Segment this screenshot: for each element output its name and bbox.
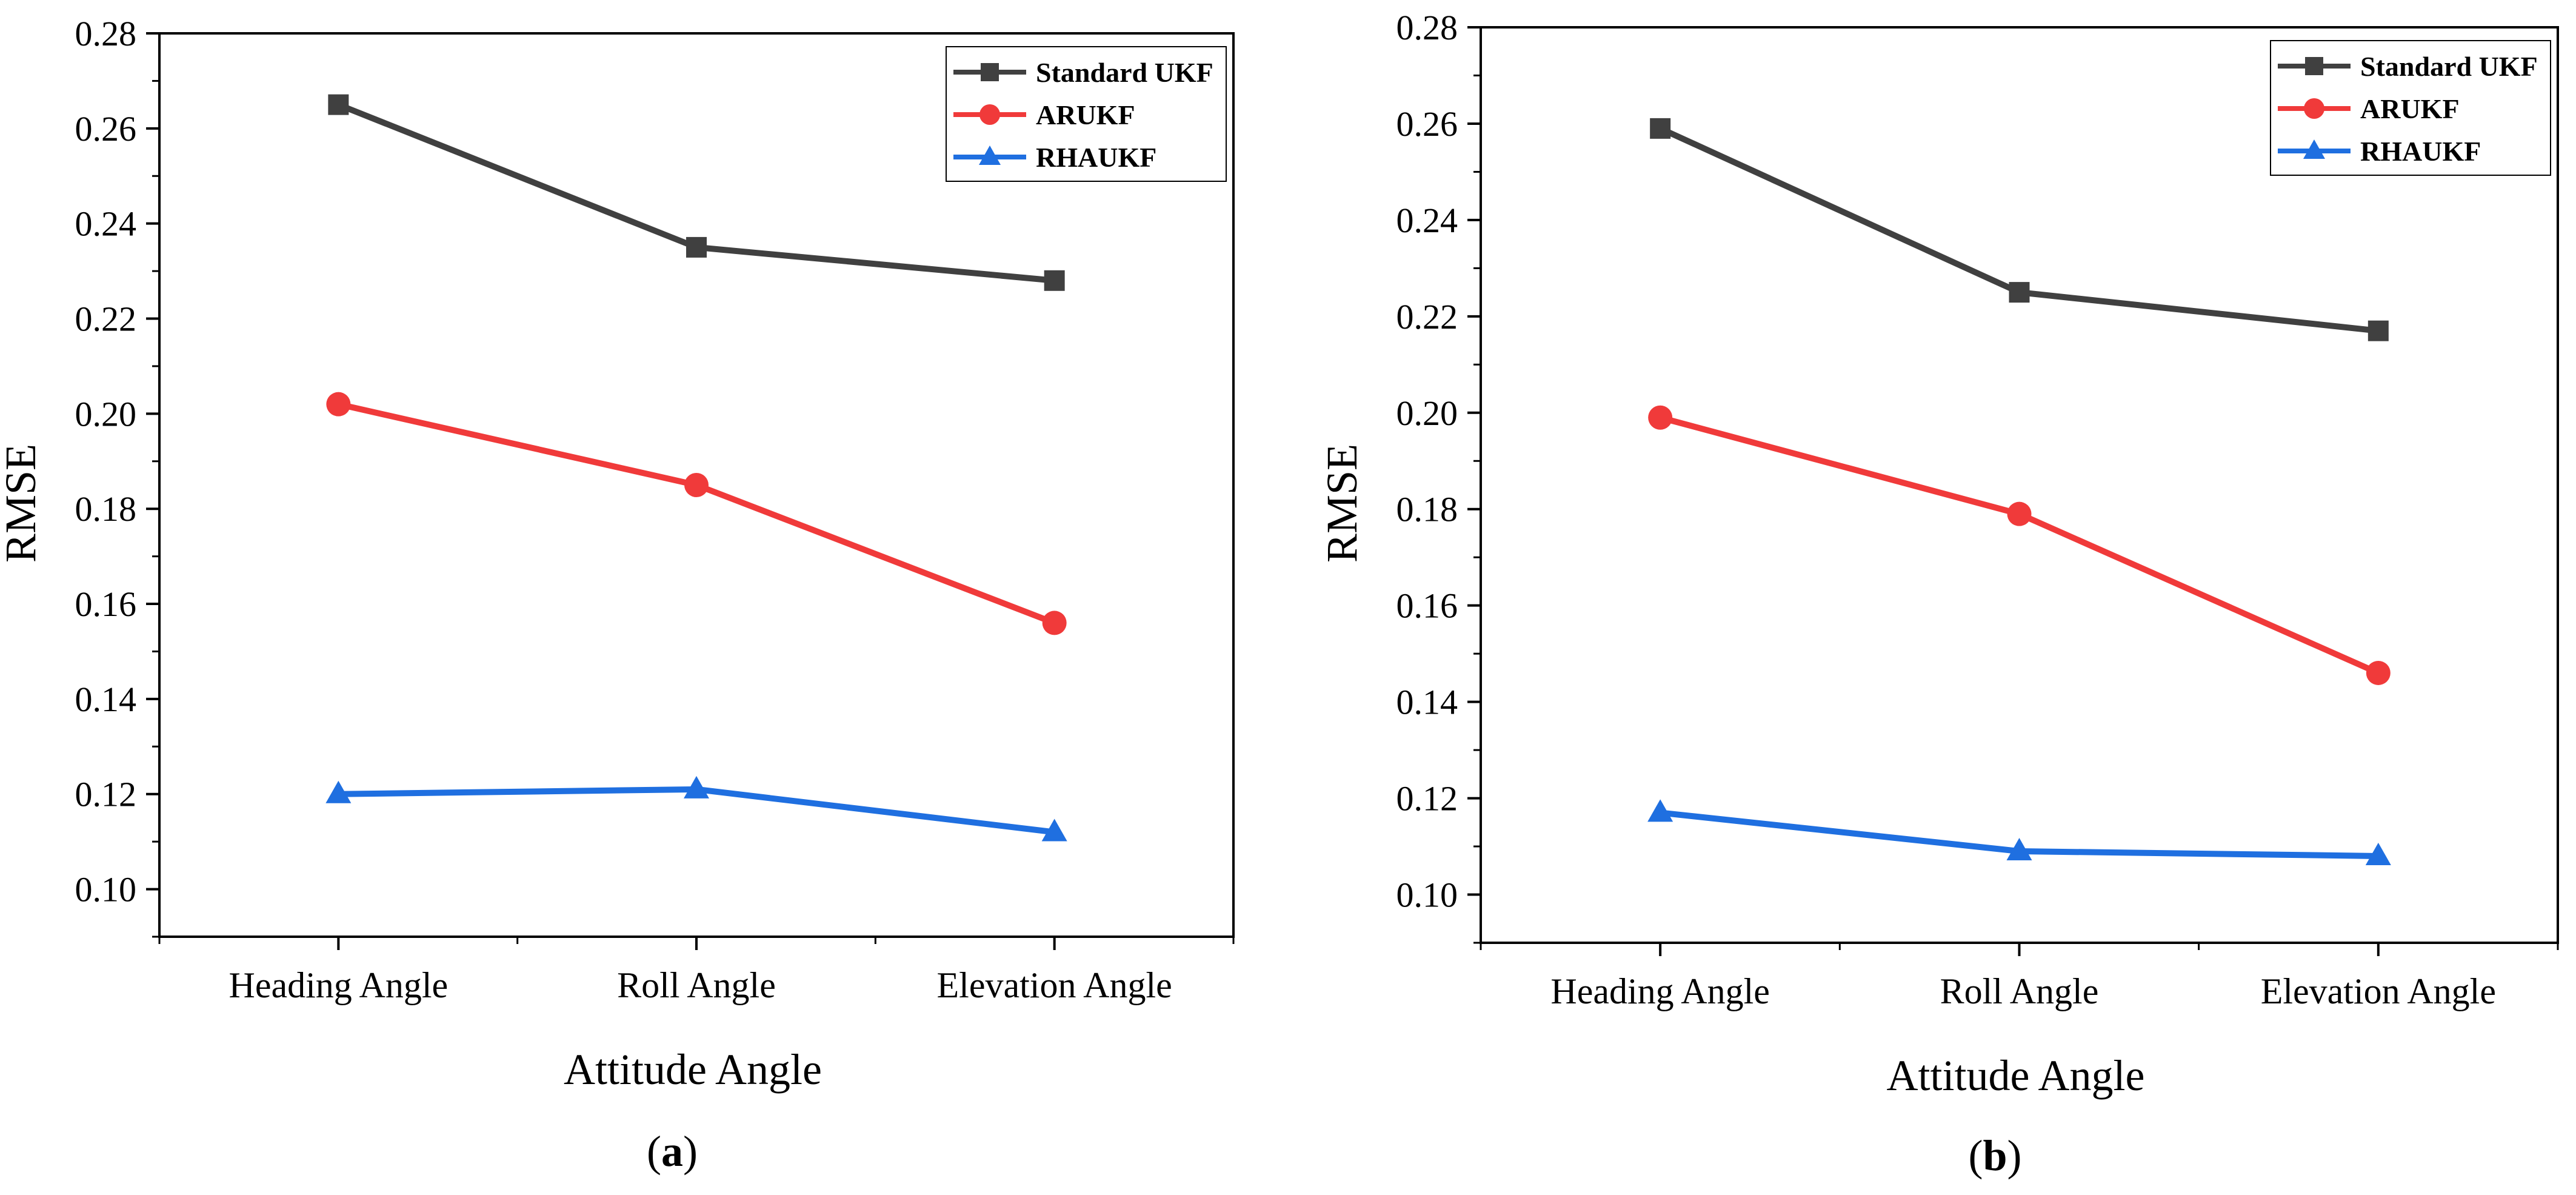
- caption-open: (: [1968, 1131, 1983, 1180]
- legend: Standard UKF ARUKF RHAUKF: [2270, 40, 2551, 176]
- series-standard-ukf: [328, 94, 1065, 291]
- y-tick-label: 0.14: [75, 680, 137, 719]
- legend-label: RHAUKF: [2360, 136, 2481, 167]
- legend-label: Standard UKF: [2360, 51, 2538, 82]
- data-point-square: [1044, 270, 1065, 291]
- y-tick-label: 0.28: [1396, 8, 1458, 47]
- caption-open: (: [647, 1127, 661, 1176]
- caption-close: ): [683, 1127, 698, 1176]
- data-point-circle: [2007, 501, 2032, 526]
- series-line: [335, 401, 1058, 626]
- legend-label: RHAUKF: [1036, 142, 1156, 173]
- data-point-triangle: [684, 775, 709, 798]
- legend-marker-square: [981, 63, 999, 81]
- legend-marker-circle: [2304, 98, 2324, 119]
- x-category-label: Heading Angle: [1550, 971, 1770, 1011]
- data-point-triangle: [1647, 799, 1673, 822]
- legend-marker-triangle: [979, 146, 1001, 165]
- data-point-triangle: [325, 780, 352, 803]
- data-point-square: [2367, 320, 2389, 341]
- y-tick-label: 0.26: [1396, 104, 1458, 144]
- x-category-label: Elevation Angle: [2261, 971, 2496, 1011]
- data-point-square: [2009, 282, 2030, 303]
- legend-label: ARUKF: [1036, 99, 1135, 130]
- legend-marker-square: [2305, 57, 2323, 75]
- data-point-circle: [684, 473, 709, 497]
- y-tick-label: 0.22: [1396, 297, 1458, 336]
- legend-label: Standard UKF: [1036, 57, 1213, 88]
- data-point-square: [328, 94, 349, 115]
- panel-caption: (b): [1968, 1131, 2021, 1180]
- y-tick-label: 0.16: [75, 584, 137, 624]
- caption-letter: b: [1983, 1131, 2007, 1180]
- x-category-label: Heading Angle: [229, 965, 449, 1005]
- y-tick-label: 0.12: [1396, 779, 1458, 818]
- y-tick-label: 0.20: [1396, 393, 1458, 433]
- y-tick-label: 0.12: [75, 775, 137, 814]
- data-point-triangle: [1041, 818, 1067, 842]
- chart-panel-b: 0.10 0.12 0.14 0.16 0.18 0.20 0.22 0.24 0.26 0.28…: [1318, 8, 2559, 1180]
- panel-caption: (a): [647, 1127, 698, 1176]
- series-arukf: [326, 392, 1067, 635]
- series-standard-ukf: [1650, 118, 2389, 341]
- data-point-square: [686, 236, 707, 258]
- legend: Standard UKF ARUKF RHAUKF: [946, 46, 1227, 182]
- y-tick-label: 0.20: [75, 394, 137, 433]
- x-axis-title: Attitude Angle: [1887, 1051, 2145, 1100]
- y-axis-title: RMSE: [1318, 444, 1366, 563]
- x-category-label: Roll Angle: [1940, 971, 2099, 1011]
- data-point-circle: [1648, 405, 1673, 430]
- caption-close: ): [2007, 1131, 2022, 1180]
- x-category-label: Elevation Angle: [937, 965, 1172, 1005]
- legend-marker-triangle: [2303, 139, 2325, 159]
- y-tick-label: 0.24: [1396, 201, 1458, 240]
- data-point-triangle: [2006, 838, 2032, 860]
- y-tick-label: 0.22: [75, 300, 137, 339]
- y-axis: 0.10 0.12 0.14 0.16 0.18 0.20 0.22 0.24 0.26 0.28: [75, 14, 159, 938]
- y-tick-label: 0.24: [75, 204, 137, 244]
- data-point-circle: [2366, 660, 2391, 685]
- series-rhaukf: [1647, 799, 2391, 865]
- y-tick-label: 0.10: [1396, 875, 1458, 915]
- legend-marker-circle: [979, 104, 1000, 125]
- y-tick-label: 0.28: [75, 14, 137, 53]
- x-axis: Heading Angle Roll Angle Elevation Angle: [158, 937, 1235, 1005]
- y-tick-label: 0.10: [75, 870, 137, 909]
- y-tick-label: 0.16: [1396, 586, 1458, 626]
- data-point-circle: [1042, 611, 1067, 635]
- x-category-label: Roll Angle: [617, 965, 776, 1005]
- data-point-circle: [326, 392, 351, 417]
- y-tick-label: 0.18: [1396, 490, 1458, 529]
- series-arukf: [1648, 405, 2391, 685]
- data-point-square: [1650, 118, 1671, 139]
- y-axis: 0.10 0.12 0.14 0.16 0.18 0.20 0.22 0.24 0.26 0.28: [1396, 8, 1481, 944]
- caption-letter: a: [661, 1127, 683, 1176]
- x-axis: Heading Angle Roll Angle Elevation Angle: [1480, 943, 2559, 1011]
- series-rhaukf: [325, 775, 1067, 842]
- data-point-triangle: [2365, 842, 2391, 865]
- y-tick-label: 0.18: [75, 489, 137, 529]
- y-tick-label: 0.26: [75, 109, 137, 149]
- series-line: [1657, 414, 2381, 676]
- y-tick-label: 0.14: [1396, 683, 1458, 722]
- x-axis-title: Attitude Angle: [564, 1045, 822, 1094]
- legend-label: ARUKF: [2360, 93, 2460, 124]
- chart-panel-a: 0.10 0.12 0.14 0.16 0.18 0.20 0.22 0.24 0.26 0.28…: [0, 14, 1235, 1176]
- y-axis-title: RMSE: [0, 444, 45, 563]
